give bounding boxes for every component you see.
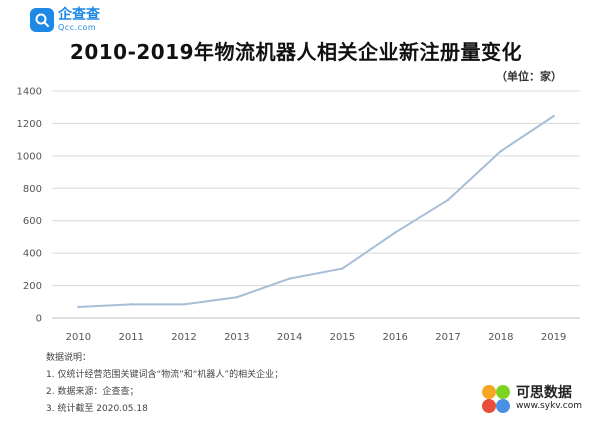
data-point xyxy=(77,305,80,309)
watermark-name: 可思数据 xyxy=(515,385,572,402)
notes: 数据说明： 1. 仅统计经营范围关键词含“物流”和“机器人”的相关企业； 2. … xyxy=(46,350,283,418)
data-point xyxy=(446,198,450,202)
unit-label: （单位：家） xyxy=(496,70,562,83)
x-tick-label: 2016 xyxy=(382,332,407,343)
logo-name: 企查查 xyxy=(58,7,100,23)
watermark-logo-icon xyxy=(480,383,512,415)
series-line xyxy=(77,115,555,308)
qcc-logo: 企查查 Qcc.com xyxy=(30,8,100,32)
data-point xyxy=(552,114,555,118)
x-tick-label: 2017 xyxy=(435,332,460,343)
magnifier-icon xyxy=(30,8,54,32)
y-tick-label: 0 xyxy=(36,314,42,325)
y-tick-label: 1200 xyxy=(17,119,42,130)
data-point xyxy=(130,303,133,306)
x-tick-label: 2015 xyxy=(330,332,355,343)
x-tick-label: 2018 xyxy=(488,332,513,343)
x-tick-label: 2014 xyxy=(277,332,302,343)
x-tick-label: 2012 xyxy=(171,332,196,343)
y-tick-label: 600 xyxy=(23,216,42,227)
data-point xyxy=(182,303,186,306)
line-chart: 0 200 400 600 800 1000 1200 1400 2010 2011 2012 201… xyxy=(17,87,580,343)
data-point xyxy=(235,296,238,299)
y-tick-label: 200 xyxy=(23,281,42,292)
note-item-2: 2. 数据来源：企查查； xyxy=(46,387,139,397)
note-item-3: 3. 统计截至 2020.05.18 xyxy=(46,404,148,414)
watermark: 可思数据 www.sykv.com xyxy=(480,383,582,415)
y-tick-label: 800 xyxy=(23,184,42,195)
y-tick-label: 1000 xyxy=(17,151,42,162)
y-tick-label: 1400 xyxy=(17,87,42,98)
x-tick-label: 2019 xyxy=(541,332,566,343)
x-tick-label: 2013 xyxy=(224,332,249,343)
x-tick-label: 2010 xyxy=(66,332,91,343)
x-tick-label: 2011 xyxy=(118,332,143,343)
data-point xyxy=(394,231,397,234)
chart-title: 2010-2019年物流机器人相关企业新注册量变化 xyxy=(69,40,523,64)
watermark-url: www.sykv.com xyxy=(515,400,582,411)
y-tick-label: 400 xyxy=(23,249,42,260)
notes-heading: 数据说明： xyxy=(46,353,92,363)
note-item-1: 1. 仅统计经营范围关键词含“物流”和“机器人”的相关企业； xyxy=(46,370,284,380)
logo-sub: Qcc.com xyxy=(58,23,97,32)
data-point xyxy=(341,267,344,270)
data-point xyxy=(288,277,291,280)
data-point xyxy=(499,149,502,153)
